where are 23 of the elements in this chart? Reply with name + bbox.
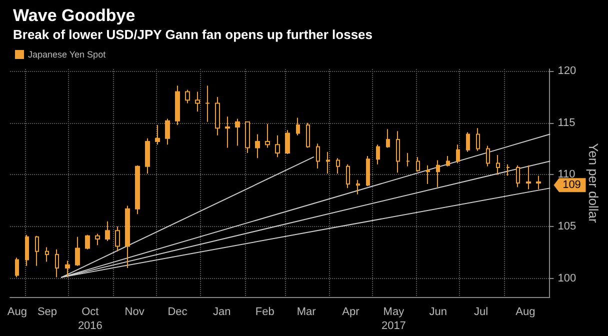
x-tick-label: Jan [213, 306, 231, 318]
x-tick-label: Apr [342, 306, 360, 318]
x-tick-label: Oct 2016 [78, 306, 102, 332]
y-tick-label: 105 [558, 220, 576, 233]
chart-subtitle: Break of lower USD/JPY Gann fan opens up further losses [13, 27, 373, 42]
y-axis-title: Yen per dollar [586, 143, 601, 224]
y-tick-label: 115 [558, 116, 576, 129]
x-tick-label: Jul [474, 306, 488, 318]
y-tick-label: 100 [558, 272, 576, 284]
y-tick-label: 120 [558, 65, 576, 78]
x-tick-label: Aug [7, 306, 27, 318]
x-tick-label: Nov [124, 306, 145, 318]
x-tick-label: Sep [37, 306, 58, 318]
y-tick-label: 110 [558, 168, 576, 181]
x-tick-label: Feb [255, 306, 274, 318]
x-tick-label: May 2017 [381, 306, 406, 332]
chart-title: Wave Goodbye [13, 6, 136, 25]
x-tick-label: Dec [168, 306, 188, 318]
x-tick-label: Jun [429, 306, 447, 318]
x-tick-label: Mar [296, 306, 316, 318]
legend-label: Japanese Yen Spot [28, 50, 106, 60]
annotation: 109 [562, 179, 581, 192]
x-tick-label: Aug [516, 306, 536, 318]
